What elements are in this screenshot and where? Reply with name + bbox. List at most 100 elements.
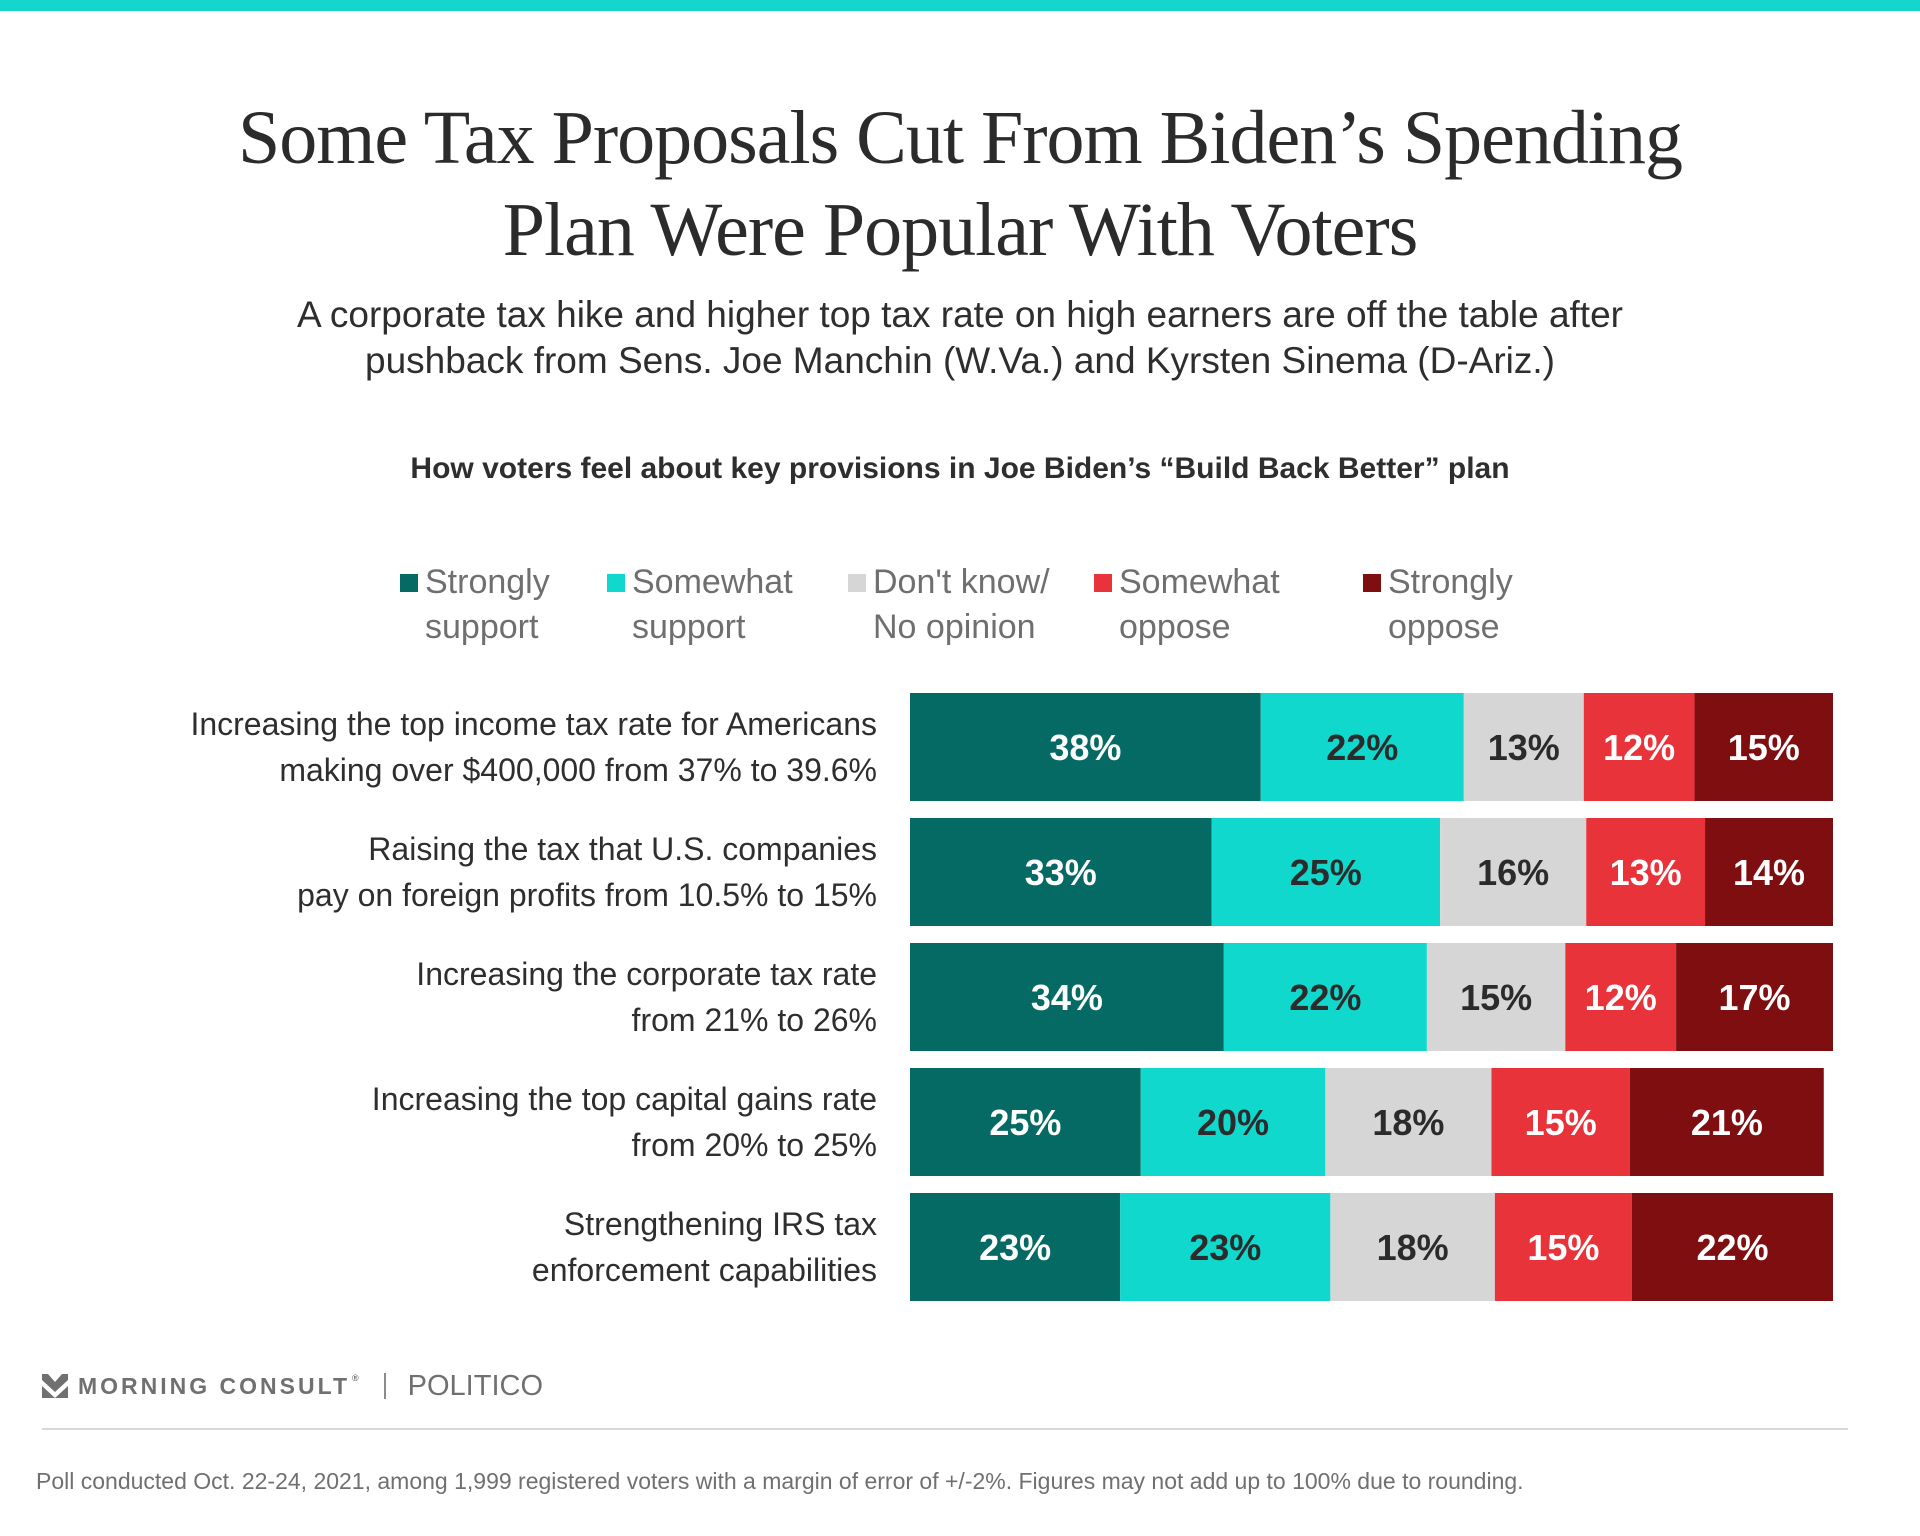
legend-label: Strongly support bbox=[425, 560, 550, 650]
row-label: Increasing the corporate tax rate from 21… bbox=[40, 951, 877, 1043]
bar-segment bbox=[1676, 943, 1833, 1051]
bar-segment bbox=[1491, 1068, 1630, 1176]
bar-row: 25% 20% 18% 15% 21% bbox=[910, 1068, 1824, 1176]
bar-value-label: 34% bbox=[1031, 977, 1103, 1018]
bar-value-label: 12% bbox=[1585, 977, 1657, 1018]
registered-mark: ® bbox=[352, 1372, 362, 1383]
bar-value-label: 22% bbox=[1289, 977, 1361, 1018]
legend-label: Somewhat oppose bbox=[1119, 560, 1280, 650]
bar-segment bbox=[1440, 818, 1587, 926]
bar-segment bbox=[1463, 693, 1584, 801]
legend-label: Somewhat support bbox=[632, 560, 793, 650]
legend-swatch bbox=[400, 574, 418, 592]
bar-value-label: 33% bbox=[1025, 852, 1097, 893]
row-label: Raising the tax that U.S. companies pay o… bbox=[40, 826, 877, 918]
bar-value-label: 16% bbox=[1477, 852, 1549, 893]
row-label-line: Increasing the top capital gains rate bbox=[371, 1081, 877, 1117]
bar-value-label: 22% bbox=[1326, 727, 1398, 768]
row-label-line: making over $400,000 from 37% to 39.6% bbox=[279, 752, 877, 788]
bar-segment bbox=[1120, 1193, 1331, 1301]
bar-row: 23% 23% 18% 15% 22% bbox=[910, 1193, 1833, 1301]
legend-label-line: Somewhat bbox=[1119, 563, 1280, 601]
brand-separator bbox=[383, 1373, 386, 1399]
morning-consult-logo-icon bbox=[42, 1374, 68, 1398]
legend-label-line: support bbox=[425, 608, 539, 646]
bar-row: 34% 22% 15% 12% 17% bbox=[910, 943, 1833, 1051]
bar-segment bbox=[1330, 1193, 1495, 1301]
row-label-line: Increasing the corporate tax rate bbox=[416, 956, 877, 992]
legend-swatch bbox=[1363, 574, 1381, 592]
row-label-line: Strengthening IRS tax bbox=[563, 1206, 877, 1242]
bar-segment bbox=[1211, 818, 1441, 926]
legend-label-line: Strongly bbox=[425, 563, 550, 601]
row-label: Increasing the top income tax rate for A… bbox=[40, 701, 877, 793]
footer-divider bbox=[42, 1428, 1848, 1430]
bar-segment bbox=[1260, 693, 1464, 801]
bar-segment bbox=[910, 1193, 1121, 1301]
bar-segment bbox=[910, 693, 1261, 801]
legend-swatch bbox=[607, 574, 625, 592]
bar-value-label: 23% bbox=[1189, 1227, 1261, 1268]
row-label-line: from 21% to 26% bbox=[631, 1002, 877, 1038]
chart-heading: How voters feel about key provisions in … bbox=[410, 452, 1510, 485]
row-label: Increasing the top capital gains rate fro… bbox=[40, 1076, 877, 1168]
legend-label-line: Don't know/ bbox=[873, 563, 1050, 601]
bar-value-label: 38% bbox=[1049, 727, 1121, 768]
bar-segment bbox=[1494, 1193, 1632, 1301]
row-label-line: enforcement capabilities bbox=[531, 1252, 877, 1288]
bar-value-label: 18% bbox=[1377, 1227, 1449, 1268]
bar-segment bbox=[1694, 693, 1833, 801]
bar-segment bbox=[910, 943, 1224, 1051]
bar-segment bbox=[1565, 943, 1677, 1051]
morning-consult-wordmark: MORNING CONSULT ® bbox=[78, 1373, 362, 1400]
bar-segment bbox=[1140, 1068, 1326, 1176]
row-label: Strengthening IRS tax enforcement capabil… bbox=[40, 1201, 877, 1293]
bar-value-label: 15% bbox=[1525, 1102, 1597, 1143]
bar-value-label: 20% bbox=[1197, 1102, 1269, 1143]
methodology-note: Poll conducted Oct. 22-24, 2021, among 1… bbox=[36, 1468, 1524, 1494]
row-label-line: Raising the tax that U.S. companies bbox=[368, 831, 877, 867]
bar-value-label: 15% bbox=[1728, 727, 1800, 768]
row-label-line: from 20% to 25% bbox=[631, 1127, 877, 1163]
legend-label-line: Strongly bbox=[1388, 563, 1513, 601]
bar-value-label: 14% bbox=[1733, 852, 1805, 893]
row-label-line: Increasing the top income tax rate for A… bbox=[190, 706, 877, 742]
bar-segment bbox=[1705, 818, 1833, 926]
legend-swatch bbox=[848, 574, 866, 592]
bar-segment bbox=[1631, 1193, 1833, 1301]
brand-name: MORNING CONSULT bbox=[78, 1372, 351, 1399]
bar-segment bbox=[910, 818, 1212, 926]
row-label-line: pay on foreign profits from 10.5% to 15% bbox=[297, 877, 877, 913]
bar-value-label: 12% bbox=[1603, 727, 1675, 768]
top-accent-bar bbox=[0, 0, 1920, 11]
subtitle-line-1: A corporate tax hike and higher top tax … bbox=[296, 294, 1623, 335]
bar-value-label: 15% bbox=[1527, 1227, 1599, 1268]
bar-segment bbox=[1629, 1068, 1824, 1176]
bar-segment bbox=[1223, 943, 1427, 1051]
bar-segment bbox=[1583, 693, 1695, 801]
legend-swatch bbox=[1094, 574, 1112, 592]
bar-value-label: 15% bbox=[1460, 977, 1532, 1018]
bar-segment bbox=[910, 1068, 1141, 1176]
bar-value-label: 22% bbox=[1696, 1227, 1768, 1268]
bar-value-label: 18% bbox=[1372, 1102, 1444, 1143]
title-line-1: Some Tax Proposals Cut From Biden’s Spen… bbox=[237, 96, 1683, 180]
legend-label-line: support bbox=[632, 608, 746, 646]
subtitle-line-2: pushback from Sens. Joe Manchin (W.Va.) … bbox=[365, 340, 1555, 381]
bar-value-label: 23% bbox=[979, 1227, 1051, 1268]
bar-value-label: 25% bbox=[1290, 852, 1362, 893]
title-line-2: Plan Were Popular With Voters bbox=[502, 188, 1419, 272]
politico-wordmark: POLITICO bbox=[407, 1369, 544, 1402]
legend-label: Don't know/No opinion bbox=[873, 560, 1050, 650]
bar-segment bbox=[1586, 818, 1706, 926]
bar-value-label: 13% bbox=[1610, 852, 1682, 893]
bar-segment bbox=[1426, 943, 1566, 1051]
bar-value-label: 21% bbox=[1691, 1102, 1763, 1143]
legend-label-line: oppose bbox=[1119, 608, 1231, 646]
footer-branding: MORNING CONSULT ® POLITICO bbox=[42, 1366, 543, 1406]
legend-label-line: Somewhat bbox=[632, 563, 793, 601]
bar-value-label: 17% bbox=[1719, 977, 1791, 1018]
chart-title: Some Tax Proposals Cut From Biden’s Spen… bbox=[0, 92, 1920, 276]
bar-row: 38% 22% 13% 12% 15% bbox=[910, 693, 1833, 801]
